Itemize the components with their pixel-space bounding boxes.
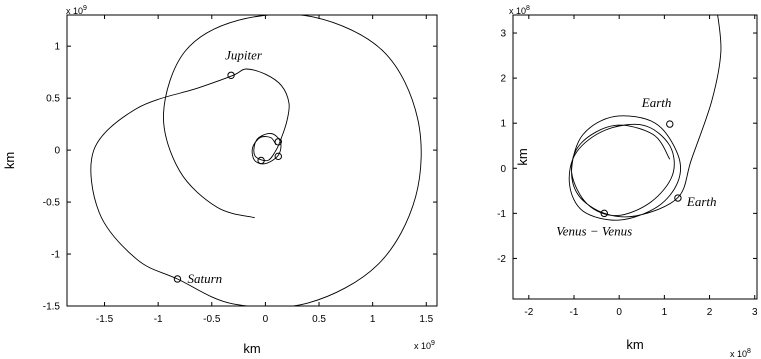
chart-outer-planets: -1.5 -1 -0.5 0 0.5 1 1.5 -1.5 -1 -0.5 0 0.5 1 km km x 1…: [2, 5, 438, 356]
planet-annotation: Venus − Venus: [556, 223, 632, 238]
x-tick-label: -1.5: [96, 314, 114, 325]
x-tick-label: -1: [154, 314, 163, 325]
plot-area: [568, 15, 722, 221]
encounter-marker: [674, 194, 682, 202]
y-tick-label: -0.5: [43, 198, 61, 209]
x-axis-multiplier: x 109: [414, 340, 435, 351]
x-tick-label: 0: [616, 307, 622, 318]
x-tick-label: -1: [570, 307, 579, 318]
y-axis-multiplier-exponent: 8: [526, 5, 530, 12]
x-axis-multiplier: x 108: [730, 348, 751, 359]
encounter-marker: [173, 275, 182, 283]
plot-frame: [66, 14, 438, 307]
y-tick-label: 2: [500, 74, 506, 85]
x-axis-multiplier-exponent: 9: [431, 340, 435, 347]
y-axis-label: km: [2, 152, 17, 169]
y-tick-label: -1: [497, 209, 506, 220]
y-axis-label: km: [515, 148, 530, 165]
y-tick-label: -1.5: [43, 302, 61, 313]
y-tick-label: 0: [500, 164, 506, 175]
y-tick-label: 0: [54, 146, 60, 157]
y-tick-label: 3: [500, 29, 506, 40]
plot-frame: [512, 14, 758, 300]
x-tick-label: 2: [707, 307, 713, 318]
planet-annotation: Earth: [686, 194, 717, 209]
y-axis-multiplier: x 109: [66, 5, 87, 16]
x-tick-label: 0.5: [312, 314, 326, 325]
x-tick-label: -0.5: [203, 314, 221, 325]
x-axis-label: km: [626, 337, 643, 352]
x-tick-label: 3: [752, 307, 758, 318]
x-tick-label: 1.5: [419, 314, 433, 325]
x-tick-label: -2: [524, 307, 533, 318]
trajectory-line: [568, 15, 722, 221]
chart-inner-planets: -2 -1 0 1 2 3 -2 -1 0 1 2 3 km km x 108 x 108 Earth Earth…: [497, 5, 758, 359]
y-axis-multiplier-exponent: 9: [83, 5, 87, 12]
x-axis-multiplier-exponent: 8: [747, 348, 751, 355]
planet-annotation: Jupiter: [225, 47, 263, 62]
plot-area: [90, 15, 422, 306]
encounter-marker: [257, 156, 265, 165]
y-tick-label: 1: [54, 42, 60, 53]
y-tick-label: -2: [497, 254, 506, 265]
x-axis-label: km: [243, 341, 260, 356]
y-tick-label: 0.5: [46, 94, 60, 105]
encounter-marker: [666, 120, 674, 128]
planet-annotation: Earth: [641, 95, 672, 110]
trajectory-line: [90, 15, 422, 306]
y-tick-label: 1: [500, 119, 506, 130]
encounter-marker: [274, 138, 282, 146]
planet-annotation: Saturn: [187, 271, 222, 286]
y-tick-label: -1: [51, 250, 60, 261]
y-axis-multiplier: x 108: [509, 5, 530, 16]
x-tick-label: 1: [370, 314, 376, 325]
encounter-marker: [227, 71, 235, 79]
x-tick-label: 0: [263, 314, 269, 325]
encounter-marker: [600, 209, 608, 218]
x-tick-label: 1: [662, 307, 668, 318]
encounter-marker: [274, 152, 282, 161]
